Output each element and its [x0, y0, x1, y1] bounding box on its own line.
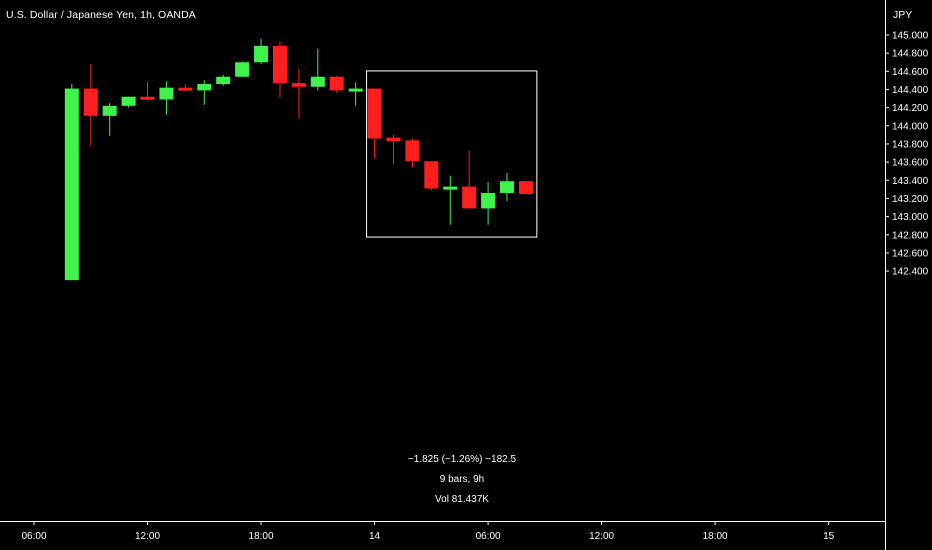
- time-axis[interactable]: 06:00 12:00 18:00 14 06:00 12:00 18:00 15: [21, 521, 835, 542]
- candle-body: [140, 96, 155, 100]
- time-tick-label: 15: [823, 531, 835, 542]
- price-tick-label: 144.800: [892, 49, 929, 60]
- candle-20[interactable]: [291, 68, 306, 119]
- candle-18[interactable]: [254, 38, 269, 65]
- candle-body: [178, 87, 193, 91]
- time-tick-label: 18:00: [703, 531, 728, 542]
- candle-30[interactable]: [481, 182, 496, 225]
- candle-body: [348, 88, 363, 92]
- price-tick-label: 144.200: [892, 103, 929, 114]
- candle-body: [254, 45, 269, 63]
- price-axis[interactable]: 145.000 144.800 144.600 144.400 144.200 144.0…: [885, 31, 929, 278]
- candle-25[interactable]: [386, 134, 401, 164]
- candle-26[interactable]: [405, 138, 420, 168]
- candle-body: [159, 87, 174, 100]
- candle-12[interactable]: [140, 81, 155, 101]
- price-tick-label: 142.400: [892, 267, 929, 278]
- candle-15[interactable]: [197, 80, 212, 105]
- currency-label: JPY: [893, 9, 913, 21]
- candle-10[interactable]: [102, 103, 117, 136]
- candle-body: [291, 83, 306, 87]
- chart-title: U.S. Dollar / Japanese Yen, 1h, OANDA: [6, 9, 196, 21]
- candle-body: [424, 161, 439, 189]
- time-tick-label: 12:00: [135, 531, 160, 542]
- candle-body: [481, 192, 496, 209]
- candle-body: [405, 140, 420, 162]
- time-tick-label: 12:00: [589, 531, 614, 542]
- candle-9[interactable]: [83, 64, 98, 146]
- candle-13[interactable]: [159, 81, 174, 115]
- time-tick-label: 06:00: [476, 531, 501, 542]
- candle-body: [518, 181, 533, 194]
- candle-29[interactable]: [462, 150, 477, 209]
- candle-body: [310, 76, 325, 87]
- price-tick-label: 144.400: [892, 85, 929, 96]
- candle-8[interactable]: [64, 84, 79, 281]
- price-tick-label: 142.800: [892, 230, 929, 241]
- candle-body: [235, 62, 250, 77]
- measure-change-label: −1.825 (−1.26%) −182.5: [407, 454, 517, 465]
- measure-range-box[interactable]: [366, 70, 538, 238]
- candle-body: [121, 96, 136, 106]
- candle-16[interactable]: [216, 74, 231, 86]
- candle-body: [197, 84, 212, 91]
- candle-body: [102, 105, 117, 116]
- candle-32[interactable]: [518, 181, 533, 194]
- price-tick-label: 143.000: [892, 212, 929, 223]
- candle-19[interactable]: [272, 41, 287, 98]
- candle-body: [272, 45, 287, 84]
- candle-body: [443, 186, 458, 190]
- candle-body: [500, 181, 514, 193]
- time-tick-label: 14: [369, 531, 381, 542]
- measure-bars-label: 9 bars, 9h: [439, 474, 485, 485]
- price-tick-label: 143.200: [892, 194, 929, 205]
- price-tick-label: 143.400: [892, 176, 929, 187]
- candle-27[interactable]: [424, 161, 439, 191]
- price-tick-label: 144.000: [892, 121, 929, 132]
- time-tick-label: 18:00: [249, 531, 274, 542]
- candle-body: [462, 186, 477, 209]
- candles-layer: [64, 38, 533, 281]
- candle-body: [64, 88, 79, 281]
- price-tick-label: 143.600: [892, 158, 929, 169]
- price-tick-label: 142.600: [892, 248, 929, 259]
- candle-11[interactable]: [121, 96, 136, 108]
- time-tick-label: 06:00: [21, 531, 46, 542]
- price-tick-label: 143.800: [892, 139, 929, 150]
- candle-body: [367, 88, 382, 139]
- candle-14[interactable]: [178, 84, 193, 92]
- price-tick-label: 145.000: [892, 31, 929, 42]
- candle-body: [329, 76, 344, 91]
- measure-volume-label: Vol 81.437K: [435, 494, 489, 505]
- candle-body: [216, 76, 231, 85]
- candle-23[interactable]: [348, 82, 363, 106]
- candle-24[interactable]: [367, 88, 382, 159]
- candle-28[interactable]: [443, 175, 458, 225]
- candle-21[interactable]: [310, 48, 325, 91]
- candle-body: [386, 137, 401, 142]
- price-tick-label: 144.600: [892, 67, 929, 78]
- candle-body: [83, 88, 98, 116]
- candle-17[interactable]: [235, 61, 250, 77]
- candle-31[interactable]: [500, 173, 514, 202]
- candle-22[interactable]: [329, 75, 344, 94]
